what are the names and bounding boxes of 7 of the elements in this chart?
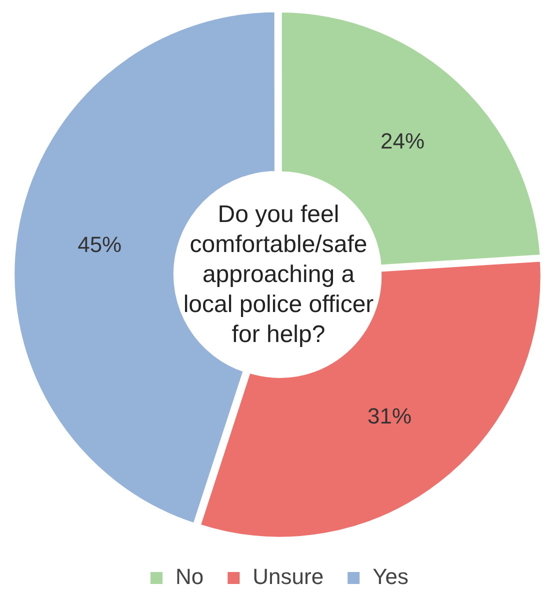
legend-label: No — [176, 564, 204, 590]
legend-label: Unsure — [252, 564, 324, 590]
data-label: 31% — [367, 404, 412, 429]
text: Do you feel comfortable/safe approaching a local police officer for help? — [182, 200, 375, 350]
data-label: 45% — [78, 232, 122, 258]
data-label: 24% — [380, 128, 425, 154]
legend-label: Yes — [372, 564, 408, 590]
